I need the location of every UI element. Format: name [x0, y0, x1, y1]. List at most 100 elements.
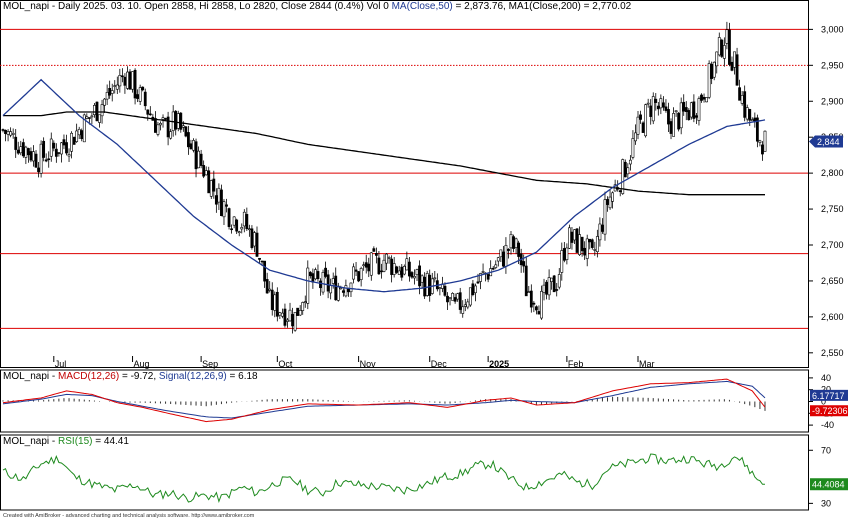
- candle-body: [463, 304, 467, 307]
- candle-body: [451, 293, 454, 301]
- candle-body: [301, 302, 305, 311]
- candle-body: [298, 310, 302, 316]
- macd-tick-label: 20: [821, 385, 831, 395]
- candle-body: [651, 96, 655, 122]
- candle-body: [735, 54, 739, 86]
- candle-body: [382, 259, 386, 272]
- candle-body: [87, 117, 91, 119]
- candle-body: [733, 51, 736, 68]
- candle-body: [679, 102, 683, 129]
- candle-body: [504, 245, 508, 267]
- candle-body: [550, 277, 554, 282]
- candle-body: [527, 291, 531, 293]
- candle-body: [138, 87, 142, 102]
- candle-body: [169, 131, 173, 139]
- last-price-marker: [809, 135, 843, 148]
- candle-body: [357, 271, 361, 282]
- price-tick-label: 2,800: [821, 168, 844, 178]
- rsi-value-label: 44.4084: [812, 480, 845, 490]
- candle-body: [179, 112, 183, 130]
- rsi-value-box: [810, 478, 848, 491]
- candle-body: [562, 248, 566, 261]
- candle-body: [481, 271, 485, 273]
- candle-body: [413, 276, 416, 279]
- candle-body: [154, 118, 157, 133]
- price-tick-label: 2,650: [821, 276, 844, 286]
- x-tick-label: Feb: [568, 359, 584, 369]
- candle-body: [603, 199, 607, 235]
- candle-body: [540, 291, 543, 319]
- candle-body: [420, 275, 424, 283]
- candle-body: [748, 109, 752, 121]
- candle-body: [466, 301, 470, 308]
- candle-body: [583, 247, 587, 256]
- candle-body: [352, 266, 355, 280]
- candle-body: [433, 277, 437, 280]
- rsi-line: [2, 453, 766, 503]
- candle-body: [405, 258, 409, 271]
- candle-body: [283, 308, 287, 326]
- candle-body: [725, 29, 729, 44]
- macd-legend: MACD(12,26): [58, 371, 120, 382]
- candle-body: [60, 142, 63, 155]
- candle-body: [212, 178, 216, 192]
- signal-value-label: 6.17717: [812, 391, 845, 401]
- candle-body: [232, 216, 236, 226]
- candle-body: [453, 297, 457, 302]
- candle-body: [700, 94, 703, 101]
- candle-body: [664, 106, 668, 111]
- candle-body: [364, 262, 368, 268]
- macd-line: [2, 378, 766, 423]
- candle-body: [306, 267, 310, 304]
- signal-value: = 6.18: [226, 371, 258, 382]
- candle-body: [280, 312, 284, 317]
- candle-body: [37, 167, 40, 173]
- candle-body: [247, 228, 251, 231]
- x-tick-label: Mar: [639, 359, 655, 369]
- candle-body: [369, 252, 373, 276]
- price-panel-frame: [0, 0, 809, 368]
- candle-body: [136, 94, 140, 99]
- macd-value-box: [810, 405, 848, 417]
- candle-body: [374, 253, 378, 256]
- candle-body: [595, 236, 599, 253]
- signal-line: [2, 380, 766, 419]
- price-tick-label: 2,600: [821, 312, 844, 322]
- candle-body: [329, 285, 333, 294]
- rsi-tick-label: 30: [821, 498, 831, 508]
- price-tick-label: 2,550: [821, 348, 844, 358]
- candle-body: [395, 266, 399, 273]
- x-tick-label: Jul: [55, 359, 67, 369]
- candle-body: [367, 263, 371, 272]
- candle-body: [570, 231, 574, 243]
- candle-body: [270, 289, 274, 310]
- candle-body: [159, 123, 162, 126]
- candle-body: [4, 129, 7, 134]
- candle-body: [29, 151, 33, 161]
- candle-body: [730, 61, 734, 71]
- candle-body: [339, 287, 343, 290]
- x-tick-label: Nov: [360, 359, 377, 369]
- candle-body: [601, 224, 604, 232]
- candle-body: [110, 90, 114, 94]
- macd-panel-title: MOL_napi - MACD(12,26) = -9.72, Signal(1…: [3, 371, 258, 383]
- candle-body: [646, 102, 650, 105]
- candle-body: [133, 69, 137, 99]
- candle-body: [42, 140, 46, 158]
- candle-body: [265, 279, 269, 294]
- candle-body: [669, 121, 673, 134]
- candle-body: [529, 290, 533, 308]
- candle-body: [580, 236, 584, 252]
- candle-body: [260, 260, 264, 263]
- candle-body: [456, 293, 460, 300]
- candle-body: [557, 274, 561, 288]
- candle-body: [80, 130, 84, 140]
- candle-body: [362, 264, 366, 267]
- ma200-legend: MA1(Close,200) = 2,770.02: [508, 1, 632, 12]
- candle-body: [738, 87, 742, 101]
- candle-body: [560, 250, 564, 273]
- candle-body: [293, 312, 297, 331]
- candle-body: [115, 84, 119, 90]
- candle-body: [14, 136, 18, 150]
- candle-body: [220, 189, 223, 216]
